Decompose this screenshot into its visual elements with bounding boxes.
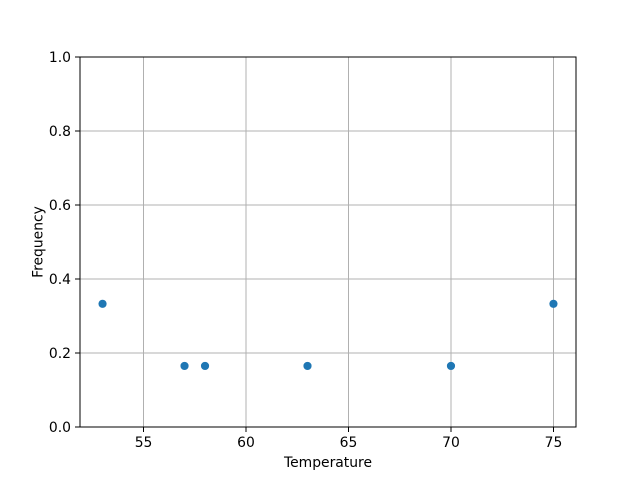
y-tick-label: 0.2 [49,346,71,362]
data-point [180,361,189,371]
x-tick-label: 75 [545,435,563,451]
plot-border [79,56,577,428]
data-point [98,299,107,308]
x-tick-label: 65 [340,435,358,451]
data-point [200,361,210,371]
y-axis-label: Frequency [31,206,47,278]
x-tick-label: 55 [135,435,153,451]
y-tick-label: 1.0 [49,50,71,66]
x-tick-label: 70 [442,435,460,451]
y-tick-label: 0.8 [49,124,71,140]
data-point [446,361,456,371]
y-tick-label: 0.4 [49,272,71,288]
y-tick-label: 0.0 [49,420,71,436]
x-axis-label: Temperature [283,455,372,471]
data-point [303,361,312,371]
data-point [549,299,558,308]
x-tick-label: 60 [237,435,255,451]
y-tick-label: 0.6 [49,198,71,214]
